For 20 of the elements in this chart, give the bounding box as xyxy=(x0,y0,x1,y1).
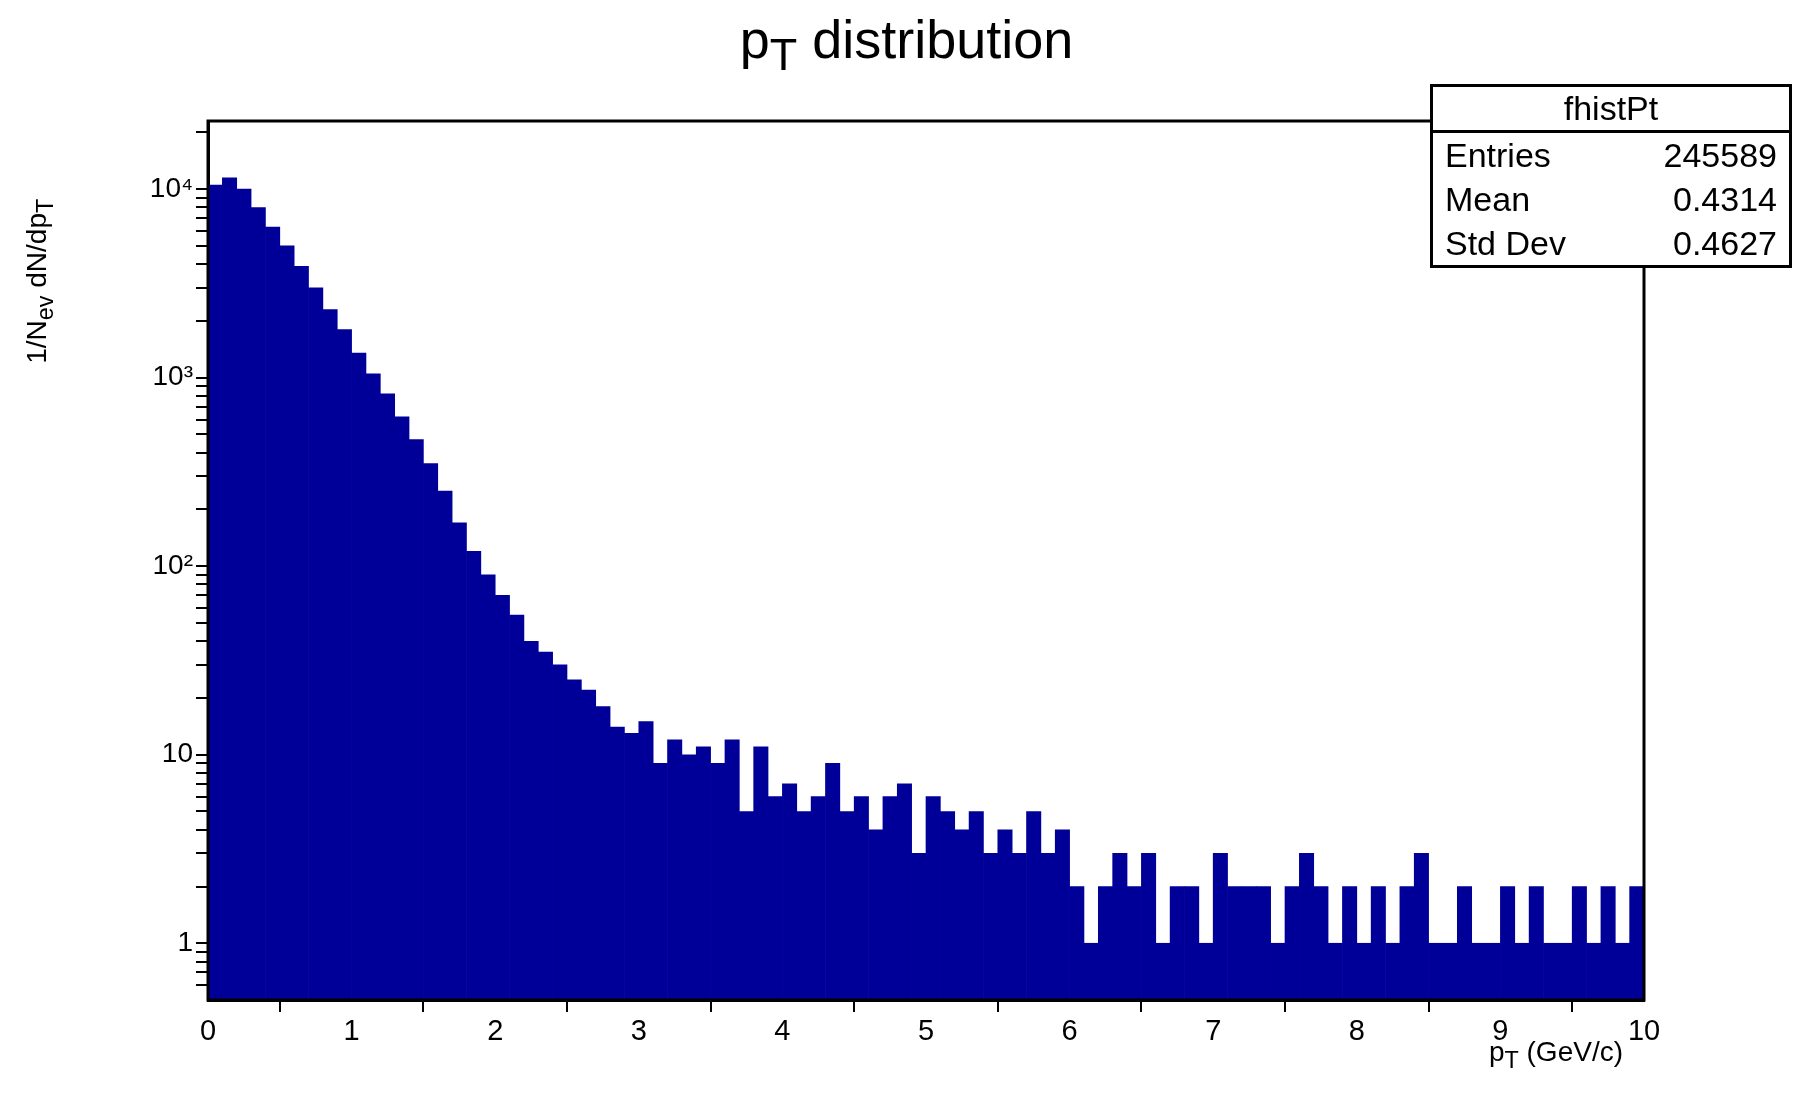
text: Std Dev 0.4627 xyxy=(1445,224,1777,262)
y-tick-label: 10² xyxy=(152,548,193,580)
y-tick-label: 10⁴ xyxy=(149,171,193,203)
x-tick-label: 10 xyxy=(1627,1014,1661,1047)
x-tick-label: 5 xyxy=(917,1014,935,1047)
x-tick-label: 2 xyxy=(487,1014,504,1047)
x-tick-label: 8 xyxy=(1348,1014,1365,1047)
text: Entries 245589 xyxy=(1445,136,1777,174)
y-tick-label: 10³ xyxy=(152,360,193,392)
x-tick-label: 0 xyxy=(199,1014,217,1047)
annotation: fhistPt xyxy=(1433,87,1789,133)
chart-title: p$_{T}$ distribution xyxy=(738,8,1075,81)
y-tick-label: 10 xyxy=(161,737,193,769)
text: Mean 0.4314 xyxy=(1445,180,1777,218)
y-tick-label: 1 xyxy=(177,925,193,957)
x-tick-label: 1 xyxy=(343,1014,360,1047)
x-tick-label: 3 xyxy=(630,1014,647,1047)
x-tick-label: 4 xyxy=(774,1014,791,1047)
x-tick-label: 7 xyxy=(1205,1014,1222,1047)
x-tick-label: 6 xyxy=(1061,1014,1078,1047)
